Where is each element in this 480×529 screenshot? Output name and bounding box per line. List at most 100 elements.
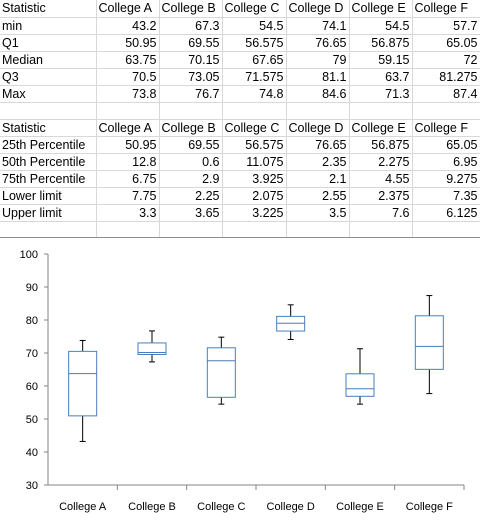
- cell[interactable]: 70.15: [159, 51, 223, 69]
- cell[interactable]: [286, 221, 350, 239]
- cell[interactable]: College D: [286, 119, 350, 137]
- cell[interactable]: 87.4: [412, 85, 480, 103]
- cell[interactable]: 65.05: [412, 34, 480, 52]
- cell[interactable]: 6.125: [412, 204, 480, 222]
- cell[interactable]: 75th Percentile: [0, 170, 97, 188]
- cell[interactable]: College E: [349, 0, 413, 18]
- cell[interactable]: 54.5: [222, 17, 287, 35]
- cell[interactable]: [349, 221, 413, 239]
- cell[interactable]: 72: [412, 51, 480, 69]
- cell[interactable]: 56.875: [349, 136, 413, 154]
- cell[interactable]: [286, 102, 350, 120]
- cell[interactable]: College F: [412, 119, 480, 137]
- cell[interactable]: 7.75: [96, 187, 160, 205]
- cell[interactable]: 2.1: [286, 170, 350, 188]
- cell[interactable]: 57.7: [412, 17, 480, 35]
- cell[interactable]: 56.875: [349, 34, 413, 52]
- cell[interactable]: 3.65: [159, 204, 223, 222]
- cell[interactable]: 63.75: [96, 51, 160, 69]
- cell[interactable]: 73.05: [159, 68, 223, 86]
- cell[interactable]: College D: [286, 0, 350, 18]
- cell[interactable]: 69.55: [159, 136, 223, 154]
- cell[interactable]: Statistic: [0, 119, 97, 137]
- cell[interactable]: [96, 102, 160, 120]
- cell[interactable]: 50.95: [96, 136, 160, 154]
- cell[interactable]: 2.55: [286, 187, 350, 205]
- cell[interactable]: Median: [0, 51, 97, 69]
- cell[interactable]: 84.6: [286, 85, 350, 103]
- cell[interactable]: 2.35: [286, 153, 350, 171]
- cell[interactable]: 4.55: [349, 170, 413, 188]
- cell[interactable]: 25th Percentile: [0, 136, 97, 154]
- box-plot-chart[interactable]: 30 40 50 60 70 80 90 100 College A College B Colle…: [0, 237, 480, 528]
- cell[interactable]: Lower limit: [0, 187, 97, 205]
- cell[interactable]: 2.375: [349, 187, 413, 205]
- cell[interactable]: Max: [0, 85, 97, 103]
- cell[interactable]: 11.075: [222, 153, 287, 171]
- cell[interactable]: College B: [159, 119, 223, 137]
- cell[interactable]: College B: [159, 0, 223, 18]
- cell[interactable]: 3.3: [96, 204, 160, 222]
- cell[interactable]: 2.275: [349, 153, 413, 171]
- cell[interactable]: [96, 221, 160, 239]
- cell[interactable]: 43.2: [96, 17, 160, 35]
- cell[interactable]: 69.55: [159, 34, 223, 52]
- cell[interactable]: 2.9: [159, 170, 223, 188]
- cell[interactable]: [159, 102, 223, 120]
- cell[interactable]: 56.575: [222, 34, 287, 52]
- cell[interactable]: 50th Percentile: [0, 153, 97, 171]
- cell[interactable]: 76.65: [286, 34, 350, 52]
- cell[interactable]: 0.6: [159, 153, 223, 171]
- cell[interactable]: College E: [349, 119, 413, 137]
- cell[interactable]: [0, 221, 97, 239]
- cell[interactable]: 6.95: [412, 153, 480, 171]
- cell[interactable]: Statistic: [0, 0, 97, 18]
- cell[interactable]: 2.25: [159, 187, 223, 205]
- cell[interactable]: Q1: [0, 34, 97, 52]
- cell[interactable]: College A: [96, 0, 160, 18]
- cell[interactable]: [0, 102, 97, 120]
- cell[interactable]: min: [0, 17, 97, 35]
- cell[interactable]: 65.05: [412, 136, 480, 154]
- cell[interactable]: 54.5: [349, 17, 413, 35]
- cell[interactable]: 67.65: [222, 51, 287, 69]
- cell[interactable]: 56.575: [222, 136, 287, 154]
- cell[interactable]: 76.7: [159, 85, 223, 103]
- cell[interactable]: 7.35: [412, 187, 480, 205]
- cell[interactable]: 12.8: [96, 153, 160, 171]
- cell[interactable]: 71.575: [222, 68, 287, 86]
- cell[interactable]: [159, 221, 223, 239]
- table1-row: Max 73.8 76.7 74.8 84.6 71.3 87.4: [0, 85, 480, 103]
- cell[interactable]: College C: [222, 0, 287, 18]
- cell[interactable]: [412, 221, 480, 239]
- cell[interactable]: Q3: [0, 68, 97, 86]
- cell[interactable]: [412, 102, 480, 120]
- cell[interactable]: 2.075: [222, 187, 287, 205]
- cell[interactable]: College F: [412, 0, 480, 18]
- cell[interactable]: 70.5: [96, 68, 160, 86]
- cell[interactable]: 63.7: [349, 68, 413, 86]
- cell[interactable]: College C: [222, 119, 287, 137]
- cell[interactable]: 3.225: [222, 204, 287, 222]
- cell[interactable]: 50.95: [96, 34, 160, 52]
- cell[interactable]: [222, 221, 287, 239]
- cell[interactable]: 73.8: [96, 85, 160, 103]
- cell[interactable]: [349, 102, 413, 120]
- cell[interactable]: 3.5: [286, 204, 350, 222]
- cell[interactable]: 81.1: [286, 68, 350, 86]
- cell[interactable]: 74.1: [286, 17, 350, 35]
- cell[interactable]: 67.3: [159, 17, 223, 35]
- cell[interactable]: 71.3: [349, 85, 413, 103]
- cell[interactable]: 76.65: [286, 136, 350, 154]
- cell[interactable]: 59.15: [349, 51, 413, 69]
- cell[interactable]: 74.8: [222, 85, 287, 103]
- cell[interactable]: 7.6: [349, 204, 413, 222]
- cell[interactable]: College A: [96, 119, 160, 137]
- cell[interactable]: Upper limit: [0, 204, 97, 222]
- cell[interactable]: 6.75: [96, 170, 160, 188]
- cell[interactable]: 79: [286, 51, 350, 69]
- cell[interactable]: 3.925: [222, 170, 287, 188]
- cell[interactable]: 81.275: [412, 68, 480, 86]
- cell[interactable]: [222, 102, 287, 120]
- cell[interactable]: 9.275: [412, 170, 480, 188]
